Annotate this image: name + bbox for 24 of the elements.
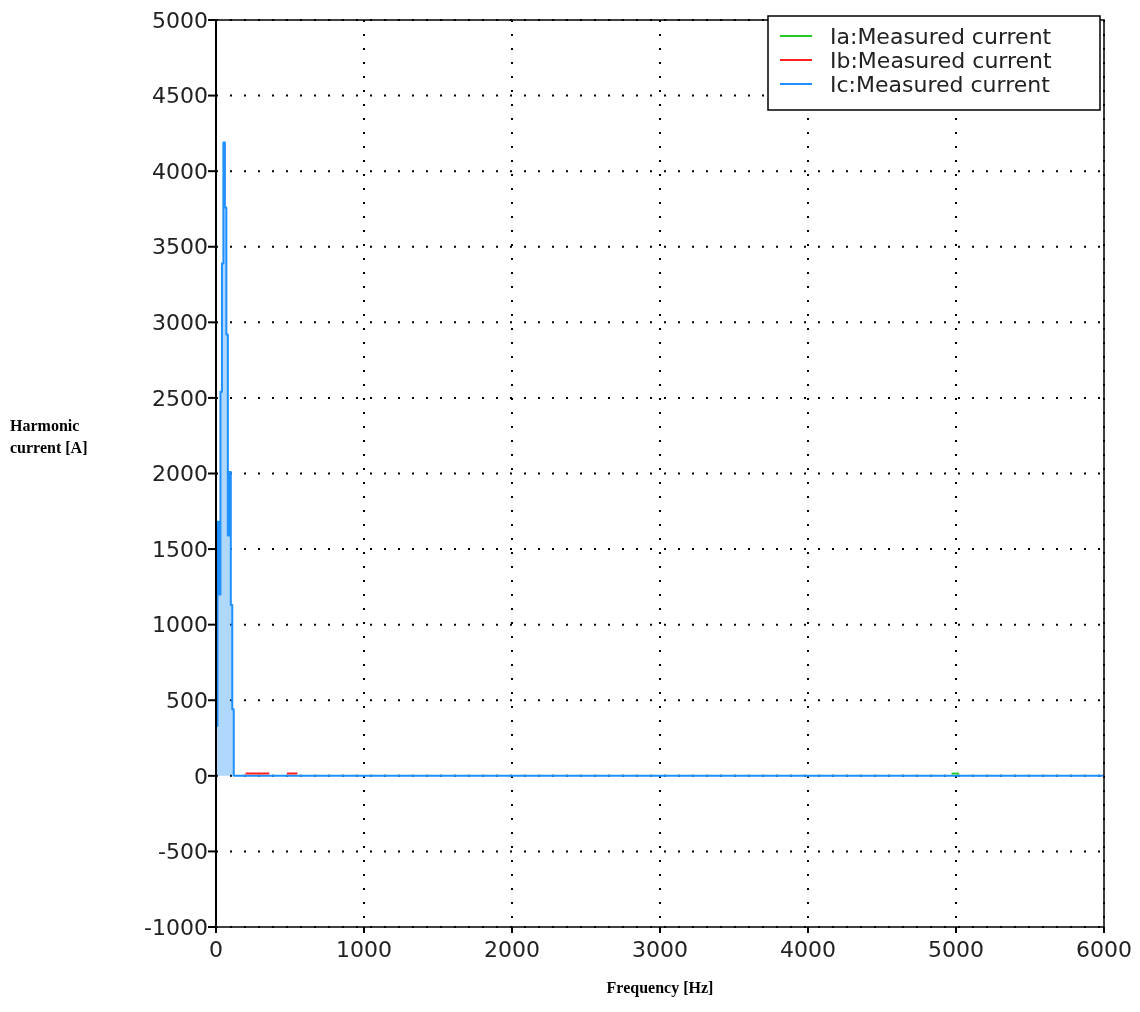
- x-tick-label: 5000: [928, 937, 984, 962]
- y-tick-label: 1500: [152, 536, 208, 562]
- y-tick-label: 1000: [152, 612, 208, 638]
- y-tick-label: 3500: [152, 234, 208, 260]
- y-tick-label: -1000: [144, 914, 208, 940]
- y-tick-label: 2000: [152, 461, 208, 487]
- y-tick-label: 0: [194, 763, 208, 789]
- x-tick-label: 4000: [780, 937, 836, 962]
- x-tick-label: 6000: [1076, 937, 1132, 962]
- x-tick-label: 2000: [484, 937, 540, 962]
- y-tick-label: 500: [166, 687, 208, 713]
- y-tick-label: 4500: [152, 83, 208, 109]
- x-axis-title: Frequency [Hz]: [606, 979, 714, 997]
- y-axis-title: Harmonic current [A]: [10, 416, 88, 456]
- y-tick-label: -500: [158, 839, 208, 865]
- y-tick-label: 5000: [152, 7, 208, 33]
- legend-label: Ia:Measured current: [830, 23, 1052, 49]
- y-tick-label: 4000: [152, 158, 208, 184]
- y-tick-label: 3000: [152, 310, 208, 336]
- y-tick-label: 2500: [152, 385, 208, 411]
- x-tick-label: 1000: [336, 937, 392, 962]
- legend-label: Ib:Measured current: [830, 47, 1053, 73]
- x-tick-label: 3000: [632, 937, 688, 962]
- legend-label: Ic:Measured current: [830, 71, 1051, 97]
